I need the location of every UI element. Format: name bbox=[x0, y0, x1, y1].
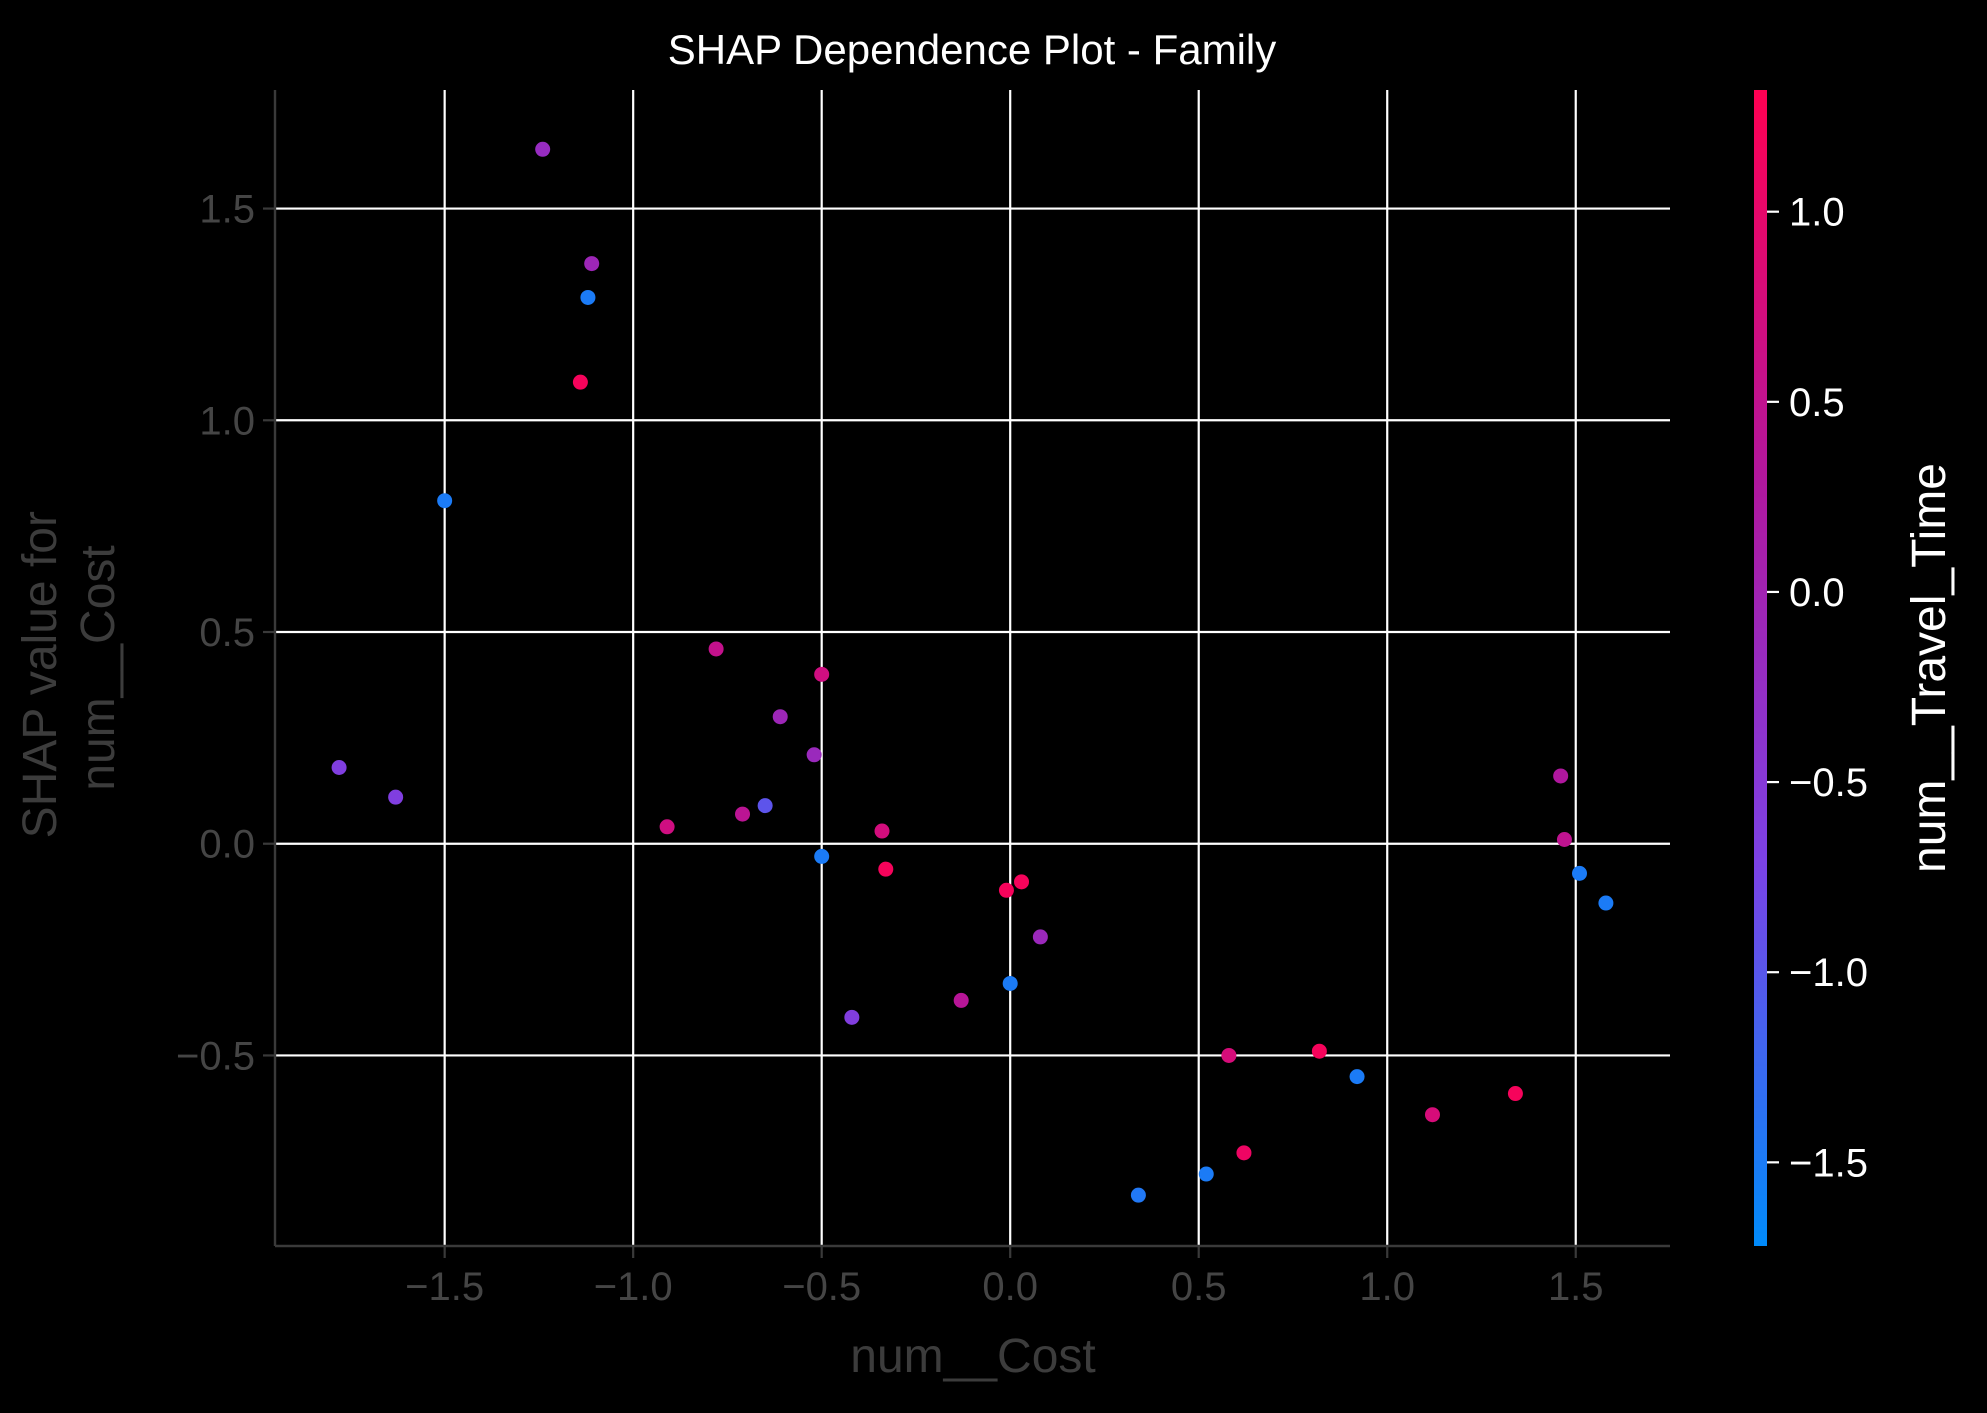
scatter-point bbox=[735, 806, 751, 822]
scatter-point bbox=[878, 861, 894, 877]
x-tick-label: 0.5 bbox=[1171, 1265, 1227, 1309]
y-axis-label-line-1: SHAP value for bbox=[14, 511, 67, 838]
scatter-points bbox=[331, 141, 1614, 1203]
scatter-point bbox=[1424, 1107, 1440, 1123]
x-tick-label: −1.5 bbox=[405, 1265, 484, 1309]
scatter-point bbox=[814, 848, 830, 864]
colorbar-tick-label: 0.0 bbox=[1789, 571, 1845, 615]
x-tick-label: −1.0 bbox=[594, 1265, 673, 1309]
x-tick-label: 1.0 bbox=[1359, 1265, 1415, 1309]
colorbar-tick-label: 0.5 bbox=[1789, 381, 1845, 425]
scatter-point bbox=[806, 747, 822, 763]
colorbar-ticks: −1.5 −1.0 −0.5 0.0 0.5 1.0 bbox=[1767, 191, 1868, 1185]
scatter-point bbox=[1556, 831, 1572, 847]
scatter-point bbox=[772, 709, 788, 725]
scatter-point bbox=[874, 823, 890, 839]
colorbar-tick-label: −0.5 bbox=[1789, 761, 1868, 805]
scatter-point bbox=[584, 256, 600, 272]
scatter-point bbox=[659, 819, 675, 835]
x-tick-label: 1.5 bbox=[1548, 1265, 1604, 1309]
scatter-point bbox=[1002, 975, 1018, 991]
scatter-point bbox=[1198, 1166, 1214, 1182]
scatter-point bbox=[535, 141, 551, 157]
scatter-point bbox=[757, 798, 773, 814]
y-axis-label: SHAP value for num__Cost bbox=[14, 498, 125, 839]
scatter-point bbox=[1349, 1069, 1365, 1085]
chart-title: SHAP Dependence Plot - Family bbox=[668, 26, 1277, 73]
colorbar-label: num__Travel_Time bbox=[1903, 463, 1956, 873]
scatter-point bbox=[1553, 768, 1569, 784]
scatter-point bbox=[388, 789, 404, 805]
y-axis-label-line-2: num__Cost bbox=[72, 545, 125, 790]
scatter-point bbox=[844, 1009, 860, 1025]
y-tick-label: 0.5 bbox=[199, 611, 255, 655]
scatter-point bbox=[1221, 1047, 1237, 1063]
scatter-point bbox=[1014, 874, 1030, 890]
scatter-point bbox=[814, 666, 830, 682]
scatter-point bbox=[437, 493, 453, 509]
scatter-point bbox=[1236, 1145, 1252, 1161]
scatter-point bbox=[1598, 895, 1614, 911]
y-tick-label: 1.0 bbox=[199, 399, 255, 443]
scatter-point bbox=[1507, 1086, 1523, 1102]
colorbar bbox=[1754, 90, 1767, 1246]
scatter-point bbox=[1311, 1043, 1327, 1059]
scatter-point bbox=[580, 289, 596, 305]
colorbar-tick-label: 1.0 bbox=[1789, 191, 1845, 235]
y-tick-label: 0.0 bbox=[199, 823, 255, 867]
scatter-point bbox=[708, 641, 724, 657]
colorbar-tick-label: −1.0 bbox=[1789, 951, 1868, 995]
y-tick-label: −0.5 bbox=[176, 1034, 255, 1078]
x-axis-label: num__Cost bbox=[850, 1330, 1095, 1383]
scatter-point bbox=[998, 882, 1014, 898]
grid-lines bbox=[275, 90, 1670, 1246]
scatter-point bbox=[953, 992, 969, 1008]
scatter-point bbox=[331, 760, 347, 776]
axes: −1.5 −1.0 −0.5 0.0 0.5 1.0 1.5 −0.5 0.0 0.5 1.0 1.5 bbox=[176, 90, 1670, 1309]
x-tick-label: 0.0 bbox=[982, 1265, 1038, 1309]
colorbar-tick-label: −1.5 bbox=[1789, 1141, 1868, 1185]
scatter-point bbox=[1032, 929, 1048, 945]
x-tick-label: −0.5 bbox=[782, 1265, 861, 1309]
scatter-point bbox=[572, 374, 588, 390]
y-tick-label: 1.5 bbox=[199, 188, 255, 232]
scatter-point bbox=[1130, 1187, 1146, 1203]
scatter-point bbox=[1572, 865, 1588, 881]
